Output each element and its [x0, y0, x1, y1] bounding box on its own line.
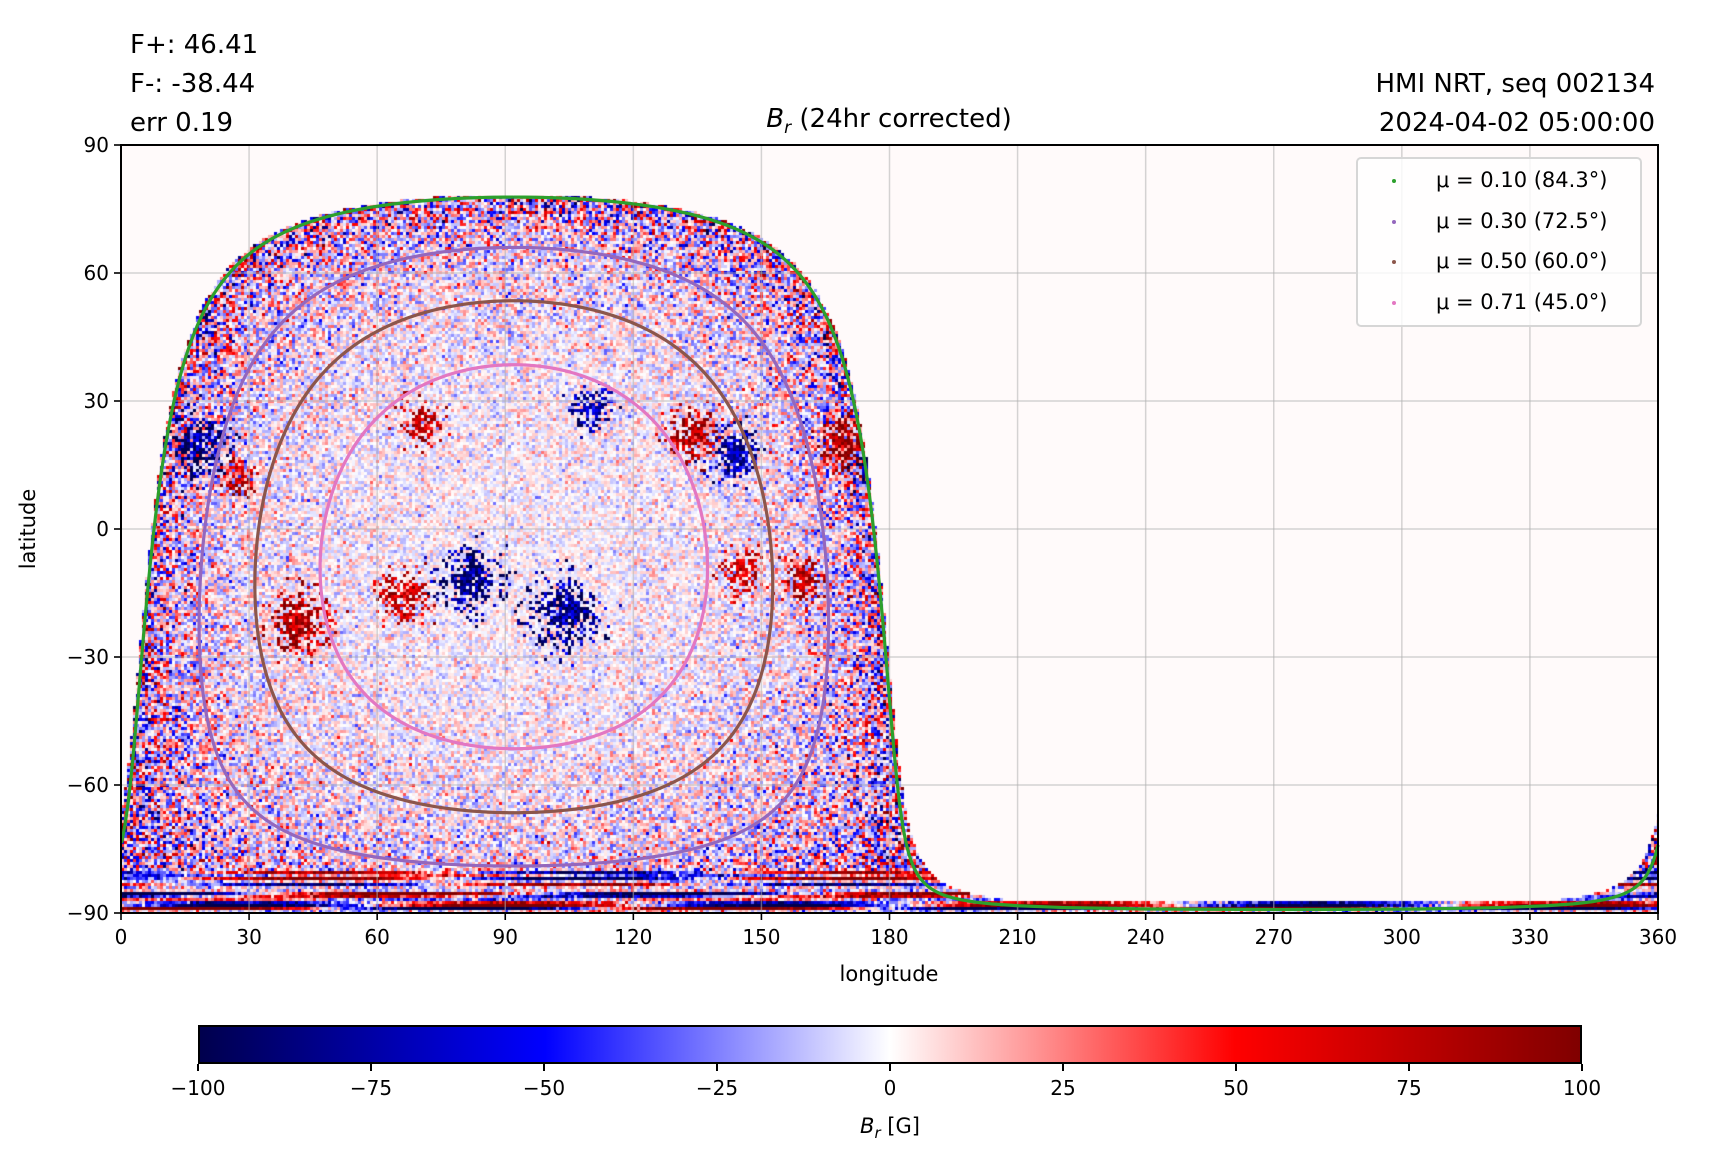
y-tick-label: 0 — [96, 517, 109, 541]
contour-mu-0.1 — [513, 195, 1660, 912]
legend-marker-icon — [1392, 179, 1396, 183]
colorbar-tick — [543, 1064, 545, 1071]
f-plus-text: F+: 46.41 — [130, 30, 259, 60]
title-rest: (24hr corrected) — [791, 104, 1012, 134]
colorbar-label-rest: [G] — [880, 1114, 920, 1138]
x-tick-label: 300 — [1382, 925, 1421, 949]
legend-marker-icon — [1392, 260, 1396, 264]
plot-overlay — [114, 144, 1660, 920]
y-tick-label: 60 — [83, 261, 109, 285]
colorbar-tick — [370, 1064, 372, 1071]
legend-marker-icon — [1392, 300, 1396, 305]
colorbar-tick-label: −75 — [349, 1076, 393, 1100]
colorbar-tick — [1408, 1064, 1410, 1071]
colorbar — [198, 1025, 1582, 1064]
y-tick-label: 90 — [83, 133, 109, 157]
y-tick-label: −60 — [66, 773, 109, 797]
x-tick-label: 330 — [1510, 925, 1549, 949]
colorbar-tick-label: −50 — [522, 1076, 566, 1100]
legend-label: μ = 0.10 (84.3°) — [1436, 168, 1608, 192]
colorbar-tick-label: 50 — [1223, 1076, 1249, 1100]
legend-entry: μ = 0.50 (60.0°) — [1358, 247, 1640, 277]
colorbar-tick-label: 25 — [1050, 1076, 1076, 1100]
y-axis-label: latitude — [16, 488, 40, 570]
x-tick-label: 90 — [492, 925, 518, 949]
legend: μ = 0.10 (84.3°) μ = 0.30 (72.5°) μ = 0.50… — [1356, 157, 1642, 327]
contour-mu-0.1 — [119, 195, 514, 844]
contour-mu-0.3 — [197, 245, 831, 868]
source-text: HMI NRT, seq 002134 — [1375, 69, 1655, 99]
legend-label: μ = 0.50 (60.0°) — [1436, 249, 1608, 273]
legend-marker-icon — [1392, 219, 1396, 224]
timestamp-text: 2024-04-02 05:00:00 — [1378, 108, 1655, 138]
contour-mu-0.5 — [253, 299, 775, 815]
title-subscript: r — [784, 118, 792, 139]
x-tick-label: 30 — [236, 925, 262, 949]
chart-title: Br (24hr corrected) — [766, 104, 1011, 138]
legend-entry: μ = 0.30 (72.5°) — [1358, 207, 1640, 237]
legend-entry: μ = 0.71 (45.0°) — [1358, 288, 1640, 318]
colorbar-tick-label: 100 — [1562, 1076, 1602, 1100]
legend-label: μ = 0.30 (72.5°) — [1436, 208, 1608, 233]
colorbar-label: Br [G] — [860, 1114, 920, 1142]
x-tick-label: 60 — [364, 925, 390, 949]
y-tick-label: 30 — [83, 389, 109, 413]
colorbar-label-symbol: B — [860, 1114, 875, 1138]
x-axis-label: longitude — [839, 962, 939, 986]
x-tick-label: 150 — [742, 925, 781, 949]
legend-label: μ = 0.71 (45.0°) — [1436, 289, 1608, 314]
x-tick-label: 270 — [1254, 925, 1293, 949]
colorbar-tick — [716, 1064, 718, 1071]
colorbar-tick-label: 0 — [883, 1076, 897, 1100]
colorbar-label-subscript: r — [874, 1124, 881, 1143]
title-symbol: B — [766, 104, 785, 134]
err-text: err 0.19 — [130, 108, 234, 138]
colorbar-tick — [1062, 1064, 1064, 1071]
colorbar-tick-label: −25 — [695, 1076, 739, 1100]
x-tick-label: 180 — [870, 925, 909, 949]
colorbar-tick — [889, 1064, 891, 1071]
f-minus-text: F-: -38.44 — [130, 69, 256, 99]
colorbar-tick-label: 75 — [1396, 1076, 1422, 1100]
colorbar-tick — [1235, 1064, 1237, 1071]
colorbar-tick — [197, 1064, 199, 1071]
x-tick-label: 120 — [614, 925, 653, 949]
x-tick-label: 210 — [998, 925, 1037, 949]
x-tick-label: 240 — [1126, 925, 1165, 949]
y-tick-label: −30 — [66, 645, 109, 669]
colorbar-tick-label: −100 — [170, 1076, 226, 1100]
colorbar-tick — [1581, 1064, 1583, 1071]
x-tick-label: 0 — [114, 925, 128, 949]
contour-mu-0.71 — [318, 363, 710, 751]
x-tick-label: 360 — [1638, 925, 1678, 949]
y-tick-label: −90 — [66, 901, 109, 925]
legend-entry: μ = 0.10 (84.3°) — [1358, 166, 1640, 196]
